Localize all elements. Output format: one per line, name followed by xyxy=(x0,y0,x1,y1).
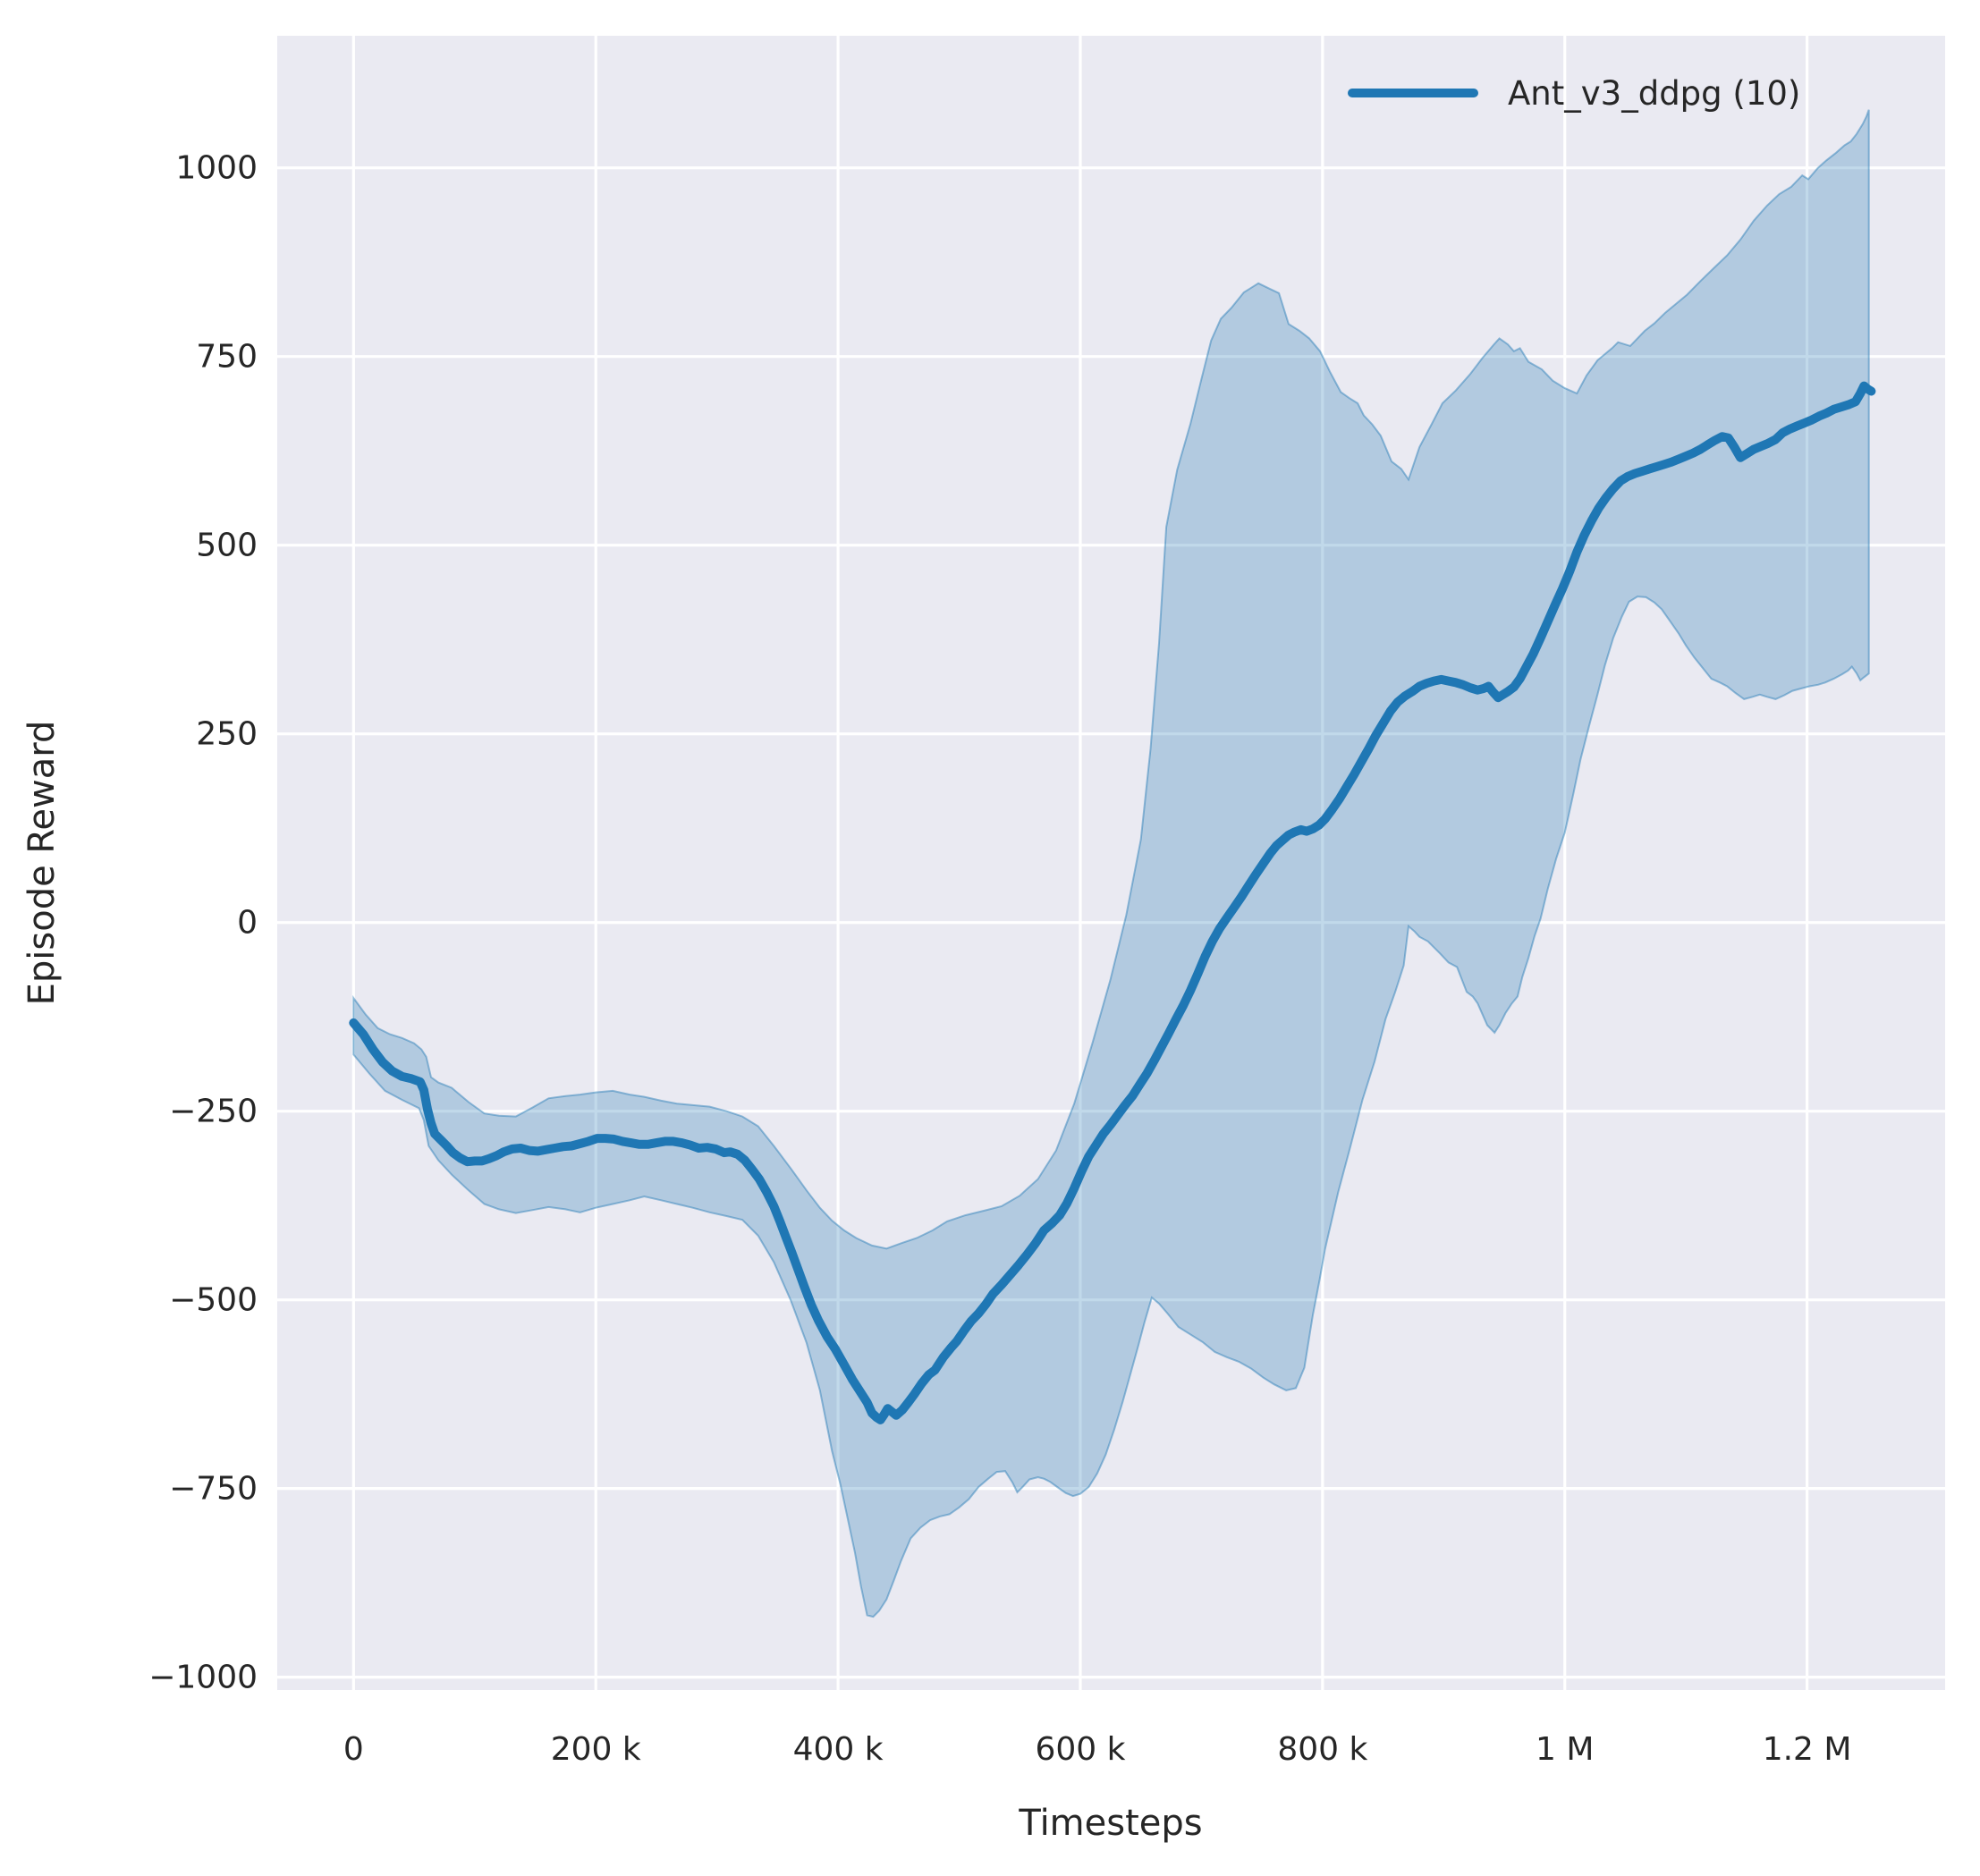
x-tick-label: 800 k xyxy=(1277,1731,1367,1768)
x-tick-label: 1 M xyxy=(1536,1731,1594,1768)
y-axis-label: Episode Reward xyxy=(21,721,63,1006)
y-tick-label: 750 xyxy=(196,339,258,376)
x-tick-label: 200 k xyxy=(551,1731,641,1768)
y-tick-label: −250 xyxy=(169,1094,258,1130)
legend: Ant_v3_ddpg (10) xyxy=(1348,74,1800,113)
x-tick-label: 600 k xyxy=(1035,1731,1125,1768)
y-tick-label: 250 xyxy=(196,716,258,753)
plot-area xyxy=(277,36,1945,1690)
y-tick-label: −1000 xyxy=(148,1660,258,1696)
confidence-band xyxy=(353,109,1869,1618)
x-axis-label: Timesteps xyxy=(1018,1803,1202,1844)
gridlines xyxy=(277,36,1945,1690)
legend-label: Ant_v3_ddpg (10) xyxy=(1508,74,1800,113)
confidence-band-edge xyxy=(352,109,1870,1618)
mean-line xyxy=(349,381,1876,1424)
x-tick-label: 0 xyxy=(343,1731,364,1768)
y-tick-label: 1000 xyxy=(175,150,258,187)
y-tick-label: −750 xyxy=(169,1471,258,1508)
x-tick-label: 1.2 M xyxy=(1763,1731,1852,1768)
y-tick-label: −500 xyxy=(169,1282,258,1319)
x-tick-label: 400 k xyxy=(793,1731,884,1768)
x-tick-labels: 0 200 k 400 k 600 k 800 k 1 M 1.2 M xyxy=(343,1731,1852,1768)
y-tick-label: 500 xyxy=(196,528,258,564)
y-tick-labels: 1000 750 500 250 0 −250 −500 −750 −1000 xyxy=(148,150,258,1696)
y-tick-label: 0 xyxy=(237,905,258,942)
